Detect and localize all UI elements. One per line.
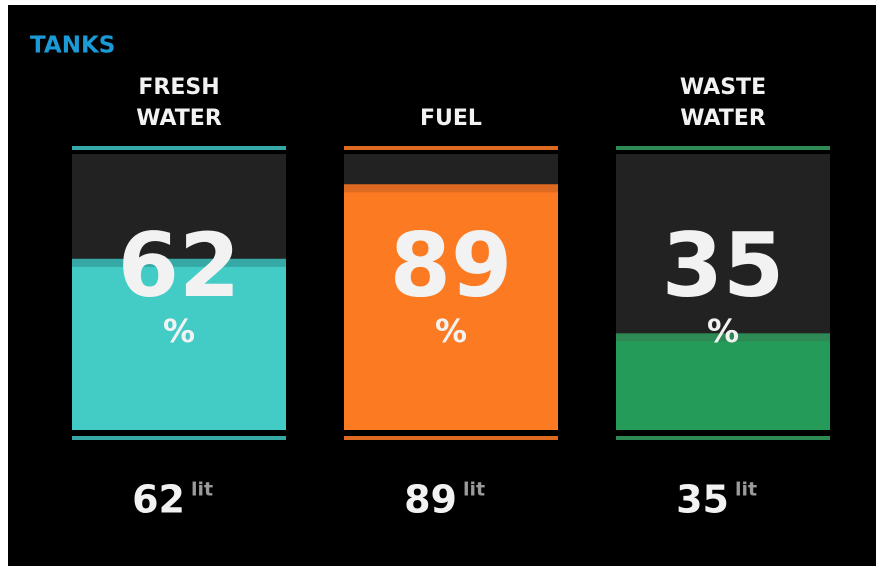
top-bar	[72, 146, 286, 150]
top-bar	[616, 146, 830, 150]
liters-unit: lit	[191, 479, 213, 501]
liters-value: 89	[404, 478, 457, 522]
bottom-bar	[616, 436, 830, 440]
top-bar	[344, 146, 558, 150]
tank-name: FUEL	[420, 106, 482, 131]
level-fill	[616, 333, 830, 430]
level-edge	[344, 184, 558, 193]
level-fill	[72, 258, 286, 430]
tank-name: FRESH	[138, 75, 219, 100]
percent-unit: %	[163, 312, 195, 350]
liters-value: 62	[132, 478, 185, 522]
percent-unit: %	[435, 312, 467, 350]
liters-unit: lit	[463, 479, 485, 501]
title: TANKS	[30, 33, 115, 59]
liters-value: 35	[676, 478, 729, 522]
tank-name: WATER	[680, 106, 766, 131]
percent-value: 35	[662, 214, 784, 317]
percent-unit: %	[707, 312, 739, 350]
level-edge	[616, 333, 830, 342]
bottom-bar	[344, 436, 558, 440]
liters-unit: lit	[735, 479, 757, 501]
level-fill	[344, 184, 558, 430]
percent-value: 89	[390, 214, 512, 317]
percent-value: 62	[118, 214, 240, 317]
bottom-bar	[72, 436, 286, 440]
tank-name: WASTE	[680, 75, 766, 100]
tank-name: WATER	[136, 106, 222, 131]
level-edge	[72, 258, 286, 267]
